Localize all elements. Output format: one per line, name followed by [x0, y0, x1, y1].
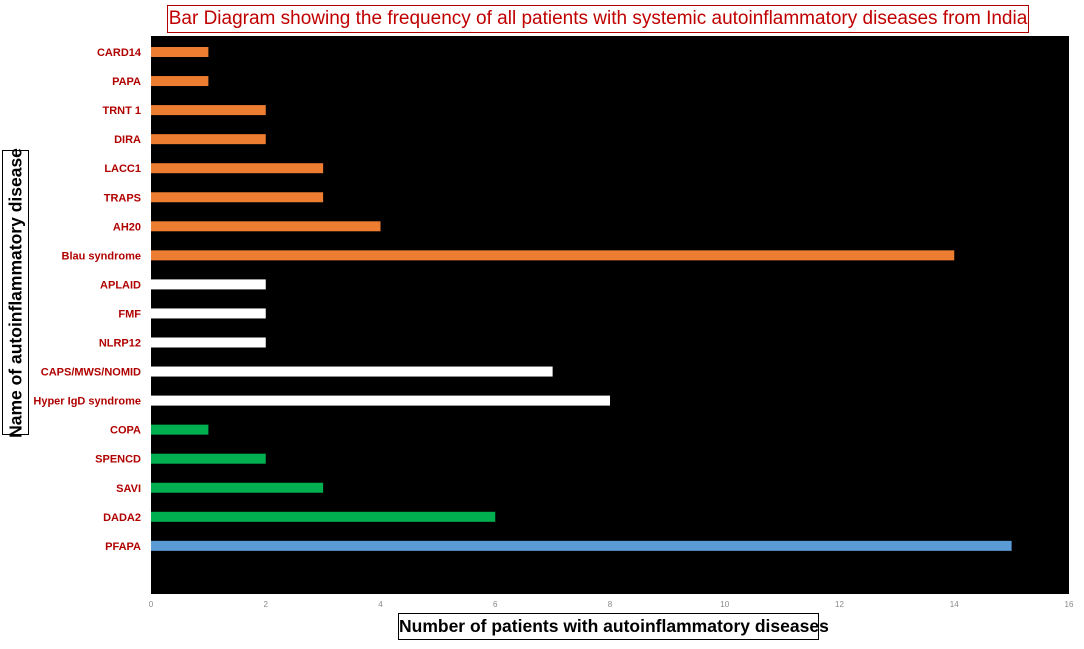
- category-label: PFAPA: [105, 541, 141, 553]
- category-label: APLAID: [100, 279, 141, 291]
- category-label: Hyper IgD syndrome: [33, 396, 141, 408]
- bar-dira: [151, 134, 266, 145]
- bar-nlrp12: [151, 337, 266, 348]
- y-axis-label: Name of autoinflammatory disease: [5, 147, 25, 438]
- bar-lacc1: [151, 163, 324, 174]
- category-label: DIRA: [114, 134, 141, 146]
- category-label: CAPS/MWS/NOMID: [41, 367, 141, 379]
- bar-blau-syndrome: [151, 250, 955, 261]
- category-label: LACC1: [104, 163, 141, 175]
- category-label: AH20: [113, 221, 141, 233]
- category-label: DADA2: [103, 512, 141, 524]
- bar-card14: [151, 47, 209, 57]
- category-label: PAPA: [112, 76, 141, 88]
- category-label: CARD14: [97, 47, 142, 59]
- bar-hyper-igd-syndrome: [151, 395, 610, 406]
- x-tick-label: 10: [720, 600, 729, 609]
- category-label: TRAPS: [104, 192, 141, 204]
- x-axis-label: Number of patients with autoinflammatory…: [398, 613, 829, 640]
- category-label: FMF: [118, 308, 141, 320]
- category-label: SPENCD: [95, 454, 141, 466]
- plot-area: [151, 36, 1069, 594]
- category-label: Blau syndrome: [62, 250, 141, 262]
- bar-copa: [151, 424, 209, 435]
- x-tick-label: 14: [950, 600, 959, 609]
- x-tick-label: 8: [608, 600, 613, 609]
- bar-savi: [151, 482, 324, 493]
- bar-ah20: [151, 221, 381, 232]
- bar-traps: [151, 192, 324, 203]
- category-label: COPA: [110, 425, 141, 437]
- x-tick-label: 4: [378, 600, 383, 609]
- x-tick-label: 16: [1065, 600, 1074, 609]
- x-tick-label: 2: [264, 600, 269, 609]
- bar-pfapa: [151, 540, 1012, 551]
- x-tick-label: 12: [835, 600, 844, 609]
- x-tick-label: 6: [493, 600, 498, 609]
- bar-dada2: [151, 511, 496, 522]
- bar-aplaid: [151, 279, 266, 290]
- bar-spencd: [151, 453, 266, 464]
- category-label: NLRP12: [99, 338, 141, 350]
- y-axis-label-box: Name of autoinflammatory disease: [2, 147, 29, 438]
- bar-papa: [151, 76, 209, 87]
- category-label: TRNT 1: [103, 105, 142, 117]
- bar-trnt-1: [151, 105, 266, 116]
- bar-fmf: [151, 308, 266, 319]
- category-label: SAVI: [116, 483, 141, 495]
- bar-caps-mws-nomid: [151, 366, 553, 377]
- x-tick-label: 0: [149, 600, 154, 609]
- chart-title: Bar Diagram showing the frequency of all…: [167, 5, 1029, 33]
